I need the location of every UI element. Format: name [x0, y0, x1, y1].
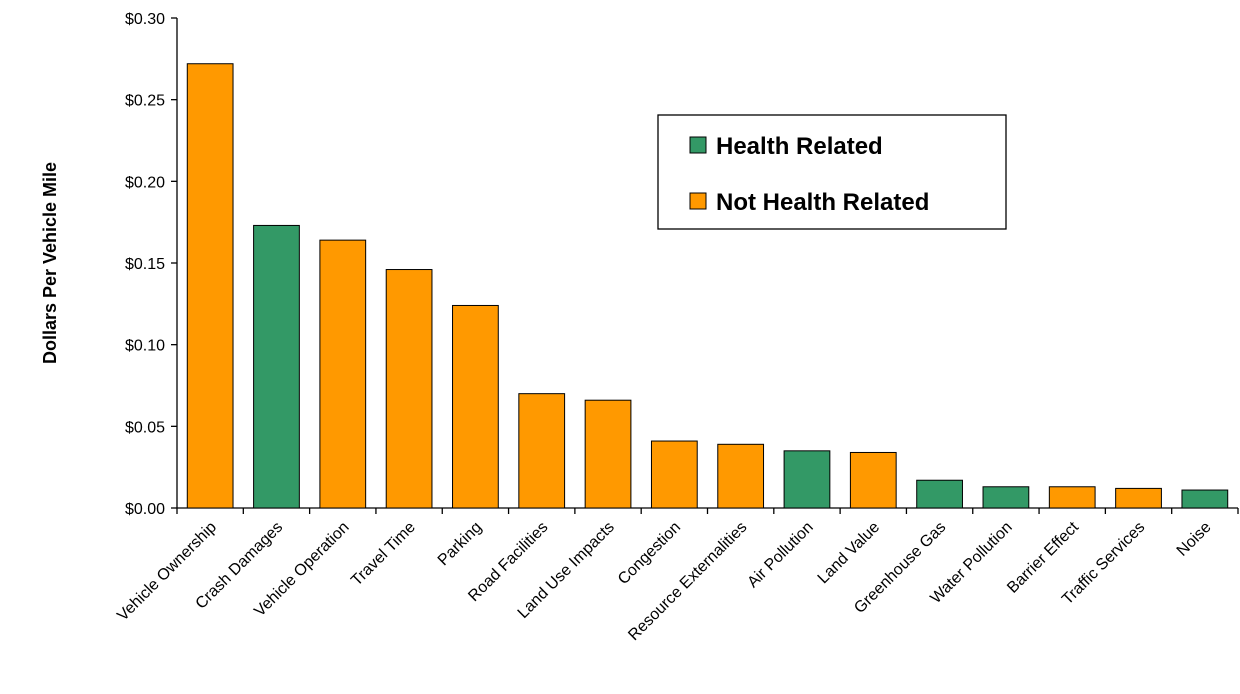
bar-greenhouse-gas [916, 479, 963, 509]
x-label-air-pollution: Air Pollution [744, 519, 816, 591]
bar-land-value [849, 451, 897, 509]
bar-travel-time [385, 269, 433, 509]
bar-vehicle-operation [319, 239, 367, 509]
y-axis-label: Dollars Per Vehicle Mile [40, 162, 60, 364]
bar-barrier-effect [1048, 486, 1096, 509]
legend: Health Related Not Health Related [657, 114, 1007, 230]
y-tick-label: $0.20 [125, 174, 165, 191]
bar-road-facilities [518, 393, 566, 509]
x-label-travel-time: Travel Time [348, 519, 419, 590]
x-label-parking: Parking [435, 519, 485, 569]
y-tick-label: $0.25 [125, 93, 165, 110]
bar-crash-damages [253, 224, 300, 509]
bar-traffic-services [1115, 487, 1162, 509]
y-tick-label: $0.30 [125, 11, 165, 28]
x-label-land-value: Land Value [815, 519, 884, 588]
y-tick-label: $0.10 [125, 338, 165, 355]
bar-water-pollution [982, 486, 1030, 509]
legend-swatch-health-related [689, 136, 707, 154]
x-label-noise: Noise [1174, 519, 1215, 560]
legend-box [657, 114, 1007, 230]
bar-noise [1181, 489, 1229, 509]
x-label-congestion: Congestion [615, 519, 684, 588]
legend-label-health-related: Health Related [716, 133, 883, 160]
legend-swatch-not-health-related [689, 192, 707, 210]
bar-land-use-impacts [584, 399, 632, 509]
bar-air-pollution [783, 450, 831, 509]
x-label-resource-externalities: Resource Externalities [625, 519, 750, 644]
bar-congestion [650, 440, 698, 509]
legend-label-not-health-related: Not Health Related [716, 189, 929, 216]
bar-resource-externalities [717, 443, 765, 509]
y-tick-label: $0.05 [125, 419, 165, 436]
bar-parking [452, 304, 499, 509]
x-ticks [176, 508, 1239, 514]
bars [186, 63, 1229, 509]
bar-vehicle-ownership [186, 63, 234, 509]
y-ticks: $0.00 $0.05 $0.10 $0.15 $0.20 $0.25 $0.30 [125, 11, 177, 518]
y-tick-label: $0.00 [125, 501, 165, 518]
y-tick-label: $0.15 [125, 256, 165, 273]
